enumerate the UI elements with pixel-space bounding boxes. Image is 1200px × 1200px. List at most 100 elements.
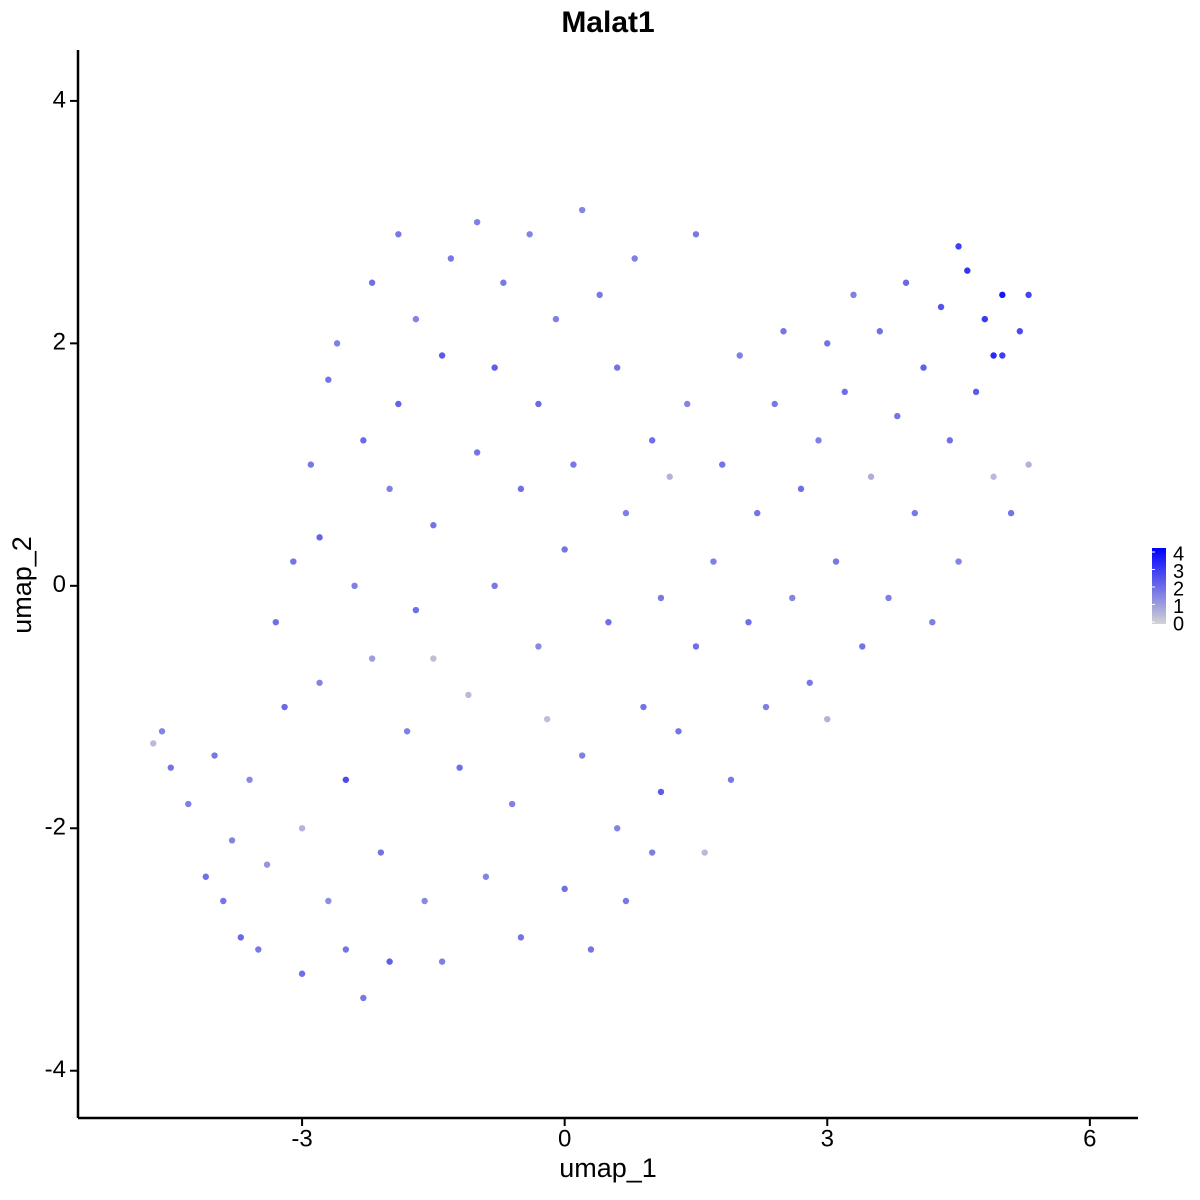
- point: [1016, 328, 1024, 335]
- point: [447, 255, 455, 262]
- point: [386, 958, 393, 965]
- point: [946, 437, 954, 444]
- y-tick-label: 0: [53, 571, 66, 598]
- point: [412, 315, 420, 323]
- point: [824, 340, 831, 347]
- point: [701, 849, 708, 856]
- x-tick-label: -3: [291, 1125, 312, 1152]
- point: [491, 582, 498, 590]
- colorbar-tick-label: 3: [1173, 561, 1184, 583]
- point: [719, 461, 726, 468]
- point: [403, 728, 411, 735]
- x-tick-label: 3: [821, 1125, 834, 1152]
- point: [473, 218, 481, 226]
- point: [333, 340, 341, 347]
- point: [360, 994, 367, 1002]
- point: [1025, 461, 1032, 468]
- point: [841, 388, 848, 396]
- y-tick-label: 4: [53, 86, 66, 113]
- point: [526, 231, 533, 238]
- point: [202, 873, 209, 880]
- colorbar-tick-label: 2: [1173, 578, 1184, 600]
- point: [902, 279, 910, 286]
- point: [386, 485, 393, 493]
- point: [727, 776, 735, 783]
- point: [806, 679, 813, 686]
- point: [999, 352, 1006, 359]
- point: [263, 861, 271, 868]
- point: [298, 825, 306, 832]
- point: [736, 352, 743, 359]
- point: [552, 315, 560, 323]
- point: [649, 437, 656, 444]
- point: [622, 897, 630, 905]
- colorbar: [1152, 548, 1166, 624]
- point: [780, 328, 787, 335]
- point: [228, 837, 236, 844]
- y-tick-label: 2: [53, 329, 66, 356]
- point: [920, 364, 927, 371]
- point: [281, 703, 288, 711]
- point: [342, 946, 350, 953]
- point: [1025, 291, 1032, 299]
- point: [316, 679, 323, 686]
- point: [754, 509, 761, 517]
- point: [167, 764, 174, 771]
- point: [272, 618, 280, 626]
- point: [508, 800, 516, 808]
- y-tick-label: -2: [45, 814, 66, 841]
- point: [290, 558, 297, 565]
- point: [710, 558, 717, 565]
- point: [596, 291, 603, 299]
- point: [430, 522, 437, 529]
- point: [990, 352, 997, 359]
- point: [999, 291, 1006, 299]
- point: [771, 400, 778, 408]
- point: [981, 315, 989, 323]
- point: [613, 825, 621, 832]
- point: [797, 485, 805, 493]
- point: [824, 715, 831, 723]
- point: [692, 643, 700, 650]
- point: [640, 703, 647, 711]
- point: [587, 946, 595, 953]
- point: [342, 776, 350, 783]
- point: [360, 437, 367, 444]
- point: [465, 691, 472, 699]
- point: [150, 740, 157, 747]
- point: [325, 897, 332, 905]
- point: [815, 437, 822, 444]
- point: [964, 267, 971, 274]
- x-tick-label: 0: [558, 1125, 571, 1152]
- point: [430, 655, 437, 662]
- point: [255, 946, 262, 953]
- point: [675, 728, 682, 735]
- point: [246, 776, 253, 783]
- point: [657, 788, 665, 796]
- point: [1007, 509, 1015, 517]
- point: [561, 546, 568, 553]
- point: [955, 243, 962, 250]
- point: [482, 873, 490, 880]
- point: [876, 328, 883, 335]
- point: [307, 461, 315, 468]
- point: [666, 473, 673, 480]
- y-tick-label: -4: [45, 1056, 66, 1083]
- point: [220, 897, 227, 905]
- point: [605, 618, 612, 626]
- point: [929, 618, 936, 626]
- point: [937, 303, 945, 311]
- point: [894, 412, 901, 420]
- point: [473, 449, 481, 456]
- point: [692, 231, 700, 238]
- point: [517, 934, 525, 941]
- point: [517, 485, 525, 493]
- point: [745, 618, 752, 626]
- point: [561, 885, 568, 893]
- point: [211, 752, 218, 759]
- point: [911, 509, 918, 517]
- chart-title: Malat1: [561, 6, 654, 39]
- point: [684, 400, 691, 408]
- point: [955, 558, 962, 565]
